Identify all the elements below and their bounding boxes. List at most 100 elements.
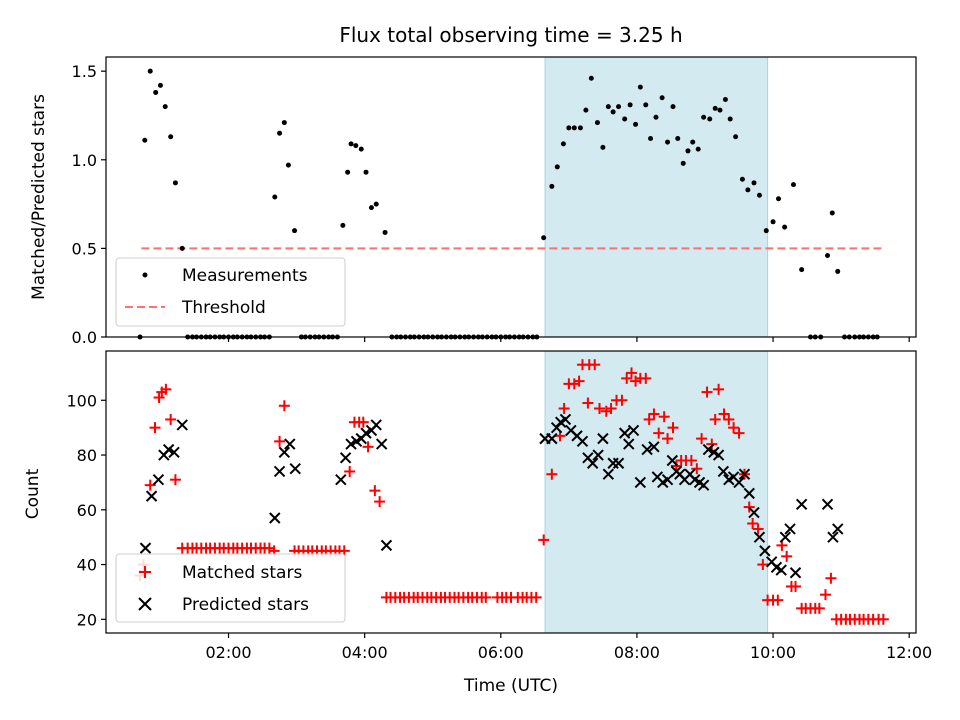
measurement-point xyxy=(368,205,374,211)
matched-stars-point xyxy=(747,517,759,529)
matched-stars-point xyxy=(616,394,628,406)
measurement-point xyxy=(733,134,739,140)
matched-stars-point xyxy=(648,408,660,420)
predicted-stars-point xyxy=(795,498,808,511)
predicted-stars-point xyxy=(775,564,787,576)
x-tick-label: 10:00 xyxy=(750,643,796,662)
matched-stars-point xyxy=(701,386,713,398)
matched-stars-point xyxy=(825,572,837,584)
measurement-point xyxy=(340,222,346,228)
measurement-point xyxy=(763,228,769,234)
legend-predicted-marker xyxy=(138,597,152,611)
measurement-point xyxy=(566,125,572,131)
measurement-point xyxy=(712,105,718,111)
x-tick-label: 12:00 xyxy=(886,643,932,662)
series-matched-stars xyxy=(134,359,889,625)
measurement-point xyxy=(829,210,835,216)
predicted-stars-point xyxy=(832,523,844,535)
bottom-y-tick-label: 20 xyxy=(77,610,97,629)
top-panel: Flux total observing time = 3.25 h Match… xyxy=(29,23,917,347)
measurement-point xyxy=(157,82,163,88)
measurement-point xyxy=(577,125,583,131)
matched-stars-point xyxy=(165,413,177,425)
measurement-point xyxy=(358,146,364,152)
predicted-stars-point xyxy=(618,427,631,439)
matched-stars-point xyxy=(593,402,605,414)
measurement-point xyxy=(292,228,298,234)
measurement-point xyxy=(610,109,616,115)
matched-stars-point xyxy=(369,485,381,497)
measurement-point xyxy=(680,160,686,166)
matched-stars-point xyxy=(357,416,369,428)
measurement-point xyxy=(162,104,168,110)
predicted-stars-point xyxy=(738,468,751,480)
predicted-stars-point xyxy=(168,446,180,459)
x-tick-label: 02:00 xyxy=(205,643,251,662)
measurement-point xyxy=(345,169,351,175)
measurement-point xyxy=(739,176,745,182)
predicted-stars-point xyxy=(789,567,802,579)
predicted-stars-point xyxy=(360,427,372,439)
predicted-stars-point xyxy=(375,438,388,450)
predicted-stars-point xyxy=(284,438,296,450)
measurement-point xyxy=(348,141,354,147)
top-y-tick-label: 1.0 xyxy=(72,151,97,170)
measurement-point xyxy=(653,114,659,120)
measurement-point xyxy=(285,162,291,168)
measurement-point xyxy=(717,107,723,113)
measurement-point xyxy=(541,235,547,241)
measurement-point xyxy=(549,183,555,189)
bottom-y-tick-label: 40 xyxy=(77,556,97,575)
bottom-y-axis-label: Count xyxy=(23,468,43,519)
predicted-stars-point xyxy=(269,512,281,524)
bottom-axes-frame xyxy=(105,350,917,634)
predicted-stars-point xyxy=(592,449,604,461)
predicted-stars-point xyxy=(648,441,660,453)
measurement-point xyxy=(382,229,388,235)
measurement-point xyxy=(633,121,639,127)
measurement-point xyxy=(770,219,776,225)
matched-stars-point xyxy=(582,397,594,409)
x-tick-label: 04:00 xyxy=(342,643,388,662)
measurement-point xyxy=(600,144,606,150)
predicted-stars-point xyxy=(139,542,152,554)
predicted-stars-point xyxy=(339,452,352,464)
legend-matched-label: Matched stars xyxy=(182,563,302,583)
matched-stars-point xyxy=(362,441,374,453)
predicted-stars-point xyxy=(702,443,715,456)
matched-stars-point xyxy=(160,383,172,395)
legend-matched-marker xyxy=(139,566,151,578)
measurement-point xyxy=(142,137,148,143)
chart-title: Flux total observing time = 3.25 h xyxy=(339,23,682,47)
measurement-point xyxy=(659,95,665,101)
matched-stars-point xyxy=(344,465,356,477)
measurement-point xyxy=(690,139,696,145)
measurement-point xyxy=(554,164,560,170)
matched-stars-point xyxy=(662,433,674,445)
predicted-stars-point xyxy=(733,476,745,489)
matched-stars-point xyxy=(733,427,745,439)
matched-stars-point xyxy=(696,433,708,445)
predicted-stars-point xyxy=(176,419,188,431)
matched-stars-point xyxy=(757,559,769,571)
predicted-stars-point xyxy=(821,498,834,511)
matched-stars-point xyxy=(605,402,617,414)
matched-stars-point xyxy=(790,580,802,592)
matched-stars-point xyxy=(685,455,697,467)
measurement-point xyxy=(695,146,701,152)
measurement-point xyxy=(353,143,359,149)
matched-stars-point xyxy=(743,501,755,513)
bottom-y-tick-label: 80 xyxy=(77,446,97,465)
measurement-point xyxy=(272,194,278,200)
predicted-stars-point xyxy=(273,465,286,478)
matched-stars-point xyxy=(728,422,740,434)
measurement-point xyxy=(835,268,841,274)
matched-stars-point xyxy=(625,367,637,379)
legend-threshold-label: Threshold xyxy=(181,298,266,318)
predicted-stars-point xyxy=(748,506,760,519)
matched-stars-point xyxy=(653,427,665,439)
matched-stars-point xyxy=(640,372,652,384)
measurement-point xyxy=(637,84,643,90)
bottom-panel: Count Time (UTC) 20 40 60 80 100 02:00 04:00 06… xyxy=(23,350,932,696)
